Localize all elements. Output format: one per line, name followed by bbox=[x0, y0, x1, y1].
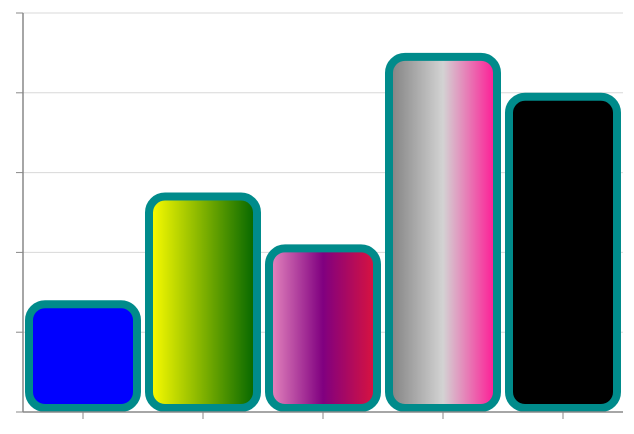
bar bbox=[505, 92, 621, 413]
bar bbox=[25, 300, 141, 412]
bar bbox=[145, 192, 261, 412]
bar bbox=[385, 52, 501, 413]
bar bbox=[265, 244, 381, 412]
